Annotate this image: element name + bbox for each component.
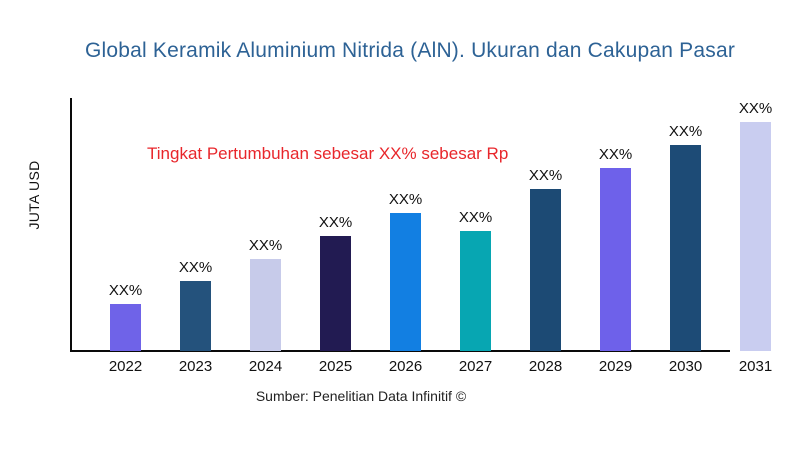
x-tick-label-2022: 2022 (108, 358, 143, 375)
x-tick-label-2025: 2025 (318, 358, 353, 375)
bar-2026 (390, 213, 421, 351)
bar-value-label-2022: XX% (108, 282, 143, 299)
x-tick-label-2026: 2026 (388, 358, 423, 375)
bar-value-label-2030: XX% (668, 123, 703, 140)
y-axis-line (70, 98, 72, 352)
x-tick-label-2027: 2027 (458, 358, 493, 375)
x-tick-label-2030: 2030 (668, 358, 703, 375)
bar-value-label-2025: XX% (318, 214, 353, 231)
x-tick-label-2029: 2029 (598, 358, 633, 375)
chart-title: Global Keramik Aluminium Nitrida (AlN). … (84, 39, 736, 62)
bar-2030 (670, 145, 701, 351)
bar-value-label-2024: XX% (248, 237, 283, 254)
x-tick-label-2023: 2023 (178, 358, 213, 375)
x-tick-label-2028: 2028 (528, 358, 563, 375)
bar-2031 (740, 122, 771, 351)
bar-2027 (460, 231, 491, 351)
bar-2028 (530, 189, 561, 351)
growth-rate-annotation: Tingkat Pertumbuhan sebesar XX% sebesar … (147, 144, 509, 163)
bar-value-label-2031: XX% (738, 100, 773, 117)
bar-2029 (600, 168, 631, 351)
bar-2022 (110, 304, 141, 351)
x-tick-label-2024: 2024 (248, 358, 283, 375)
bar-2024 (250, 259, 281, 351)
bar-value-label-2026: XX% (388, 191, 423, 208)
bar-2025 (320, 236, 351, 351)
x-tick-label-2031: 2031 (738, 358, 773, 375)
bar-2023 (180, 281, 211, 351)
bar-value-label-2023: XX% (178, 259, 213, 276)
source-note: Sumber: Penelitian Data Infinitif © (255, 388, 467, 404)
bar-value-label-2027: XX% (458, 209, 493, 226)
bar-value-label-2029: XX% (598, 146, 633, 163)
bar-value-label-2028: XX% (528, 167, 563, 184)
x-axis-line (70, 350, 730, 352)
y-axis-label: JUTA USD (26, 160, 42, 230)
